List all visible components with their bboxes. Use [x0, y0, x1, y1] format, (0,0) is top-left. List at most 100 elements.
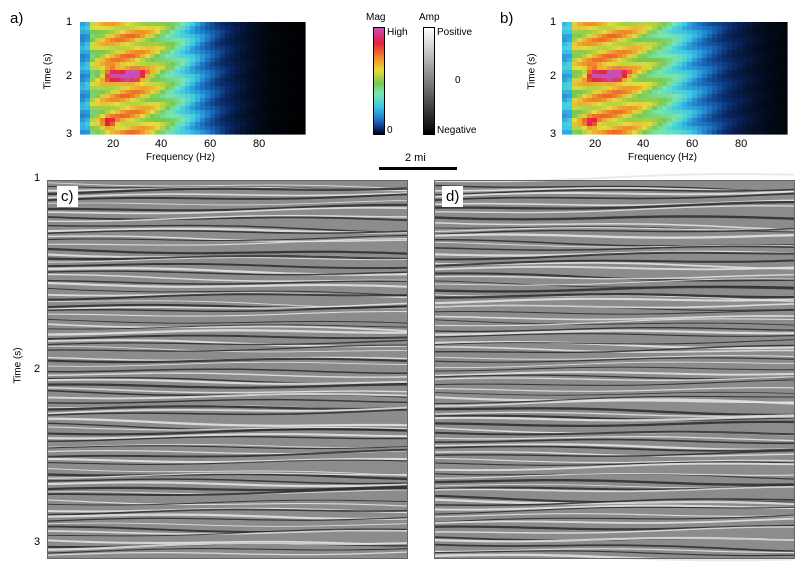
- spectrogram-cell: [737, 30, 743, 35]
- spectrogram-cell: [562, 22, 568, 27]
- spectrogram-cell: [130, 98, 136, 103]
- spectrogram-cell: [567, 42, 573, 47]
- spectrogram-cell: [205, 46, 211, 51]
- spectrogram-cell: [175, 78, 181, 83]
- spectrogram-cell: [130, 110, 136, 115]
- spectrogram-cell: [697, 114, 703, 119]
- spectrogram-cell: [577, 102, 583, 107]
- spectrogram-cell: [170, 94, 176, 99]
- spectrogram-cell: [617, 42, 623, 47]
- spectrogram-cell: [225, 22, 231, 27]
- spectrogram-cell: [290, 110, 296, 115]
- spectrogram-cell: [130, 66, 136, 71]
- spectrogram-cell: [587, 130, 593, 135]
- spectrogram-cell: [712, 106, 718, 111]
- spectrogram-cell: [290, 58, 296, 63]
- spectrogram-cell: [280, 102, 286, 107]
- spectrogram-cell: [737, 106, 743, 111]
- spectrogram-cell: [757, 58, 763, 63]
- spectrogram-cell: [80, 34, 86, 39]
- spectrogram-cell: [662, 102, 668, 107]
- spectrogram-cell: [702, 54, 708, 59]
- spectrogram-cell: [627, 122, 633, 127]
- panel-d-label: d): [442, 186, 464, 207]
- spectrogram-cell: [80, 122, 86, 127]
- spectrogram-cell: [290, 38, 296, 43]
- spectrogram-cell: [240, 118, 246, 123]
- spectrogram-cell: [140, 74, 146, 79]
- spectrogram-cell: [275, 74, 281, 79]
- spectrogram-cell: [632, 26, 638, 31]
- spectrogram-cell: [135, 58, 141, 63]
- spectrogram-cell: [622, 126, 628, 131]
- spectrogram-cell: [215, 122, 221, 127]
- spectrogram-cell: [607, 78, 613, 83]
- spectrogram-cell: [717, 82, 723, 87]
- spectrogram-cell: [587, 22, 593, 27]
- spectrogram-cell: [747, 42, 753, 47]
- seismic-reflector: [433, 498, 795, 506]
- spectrogram-cell: [652, 38, 658, 43]
- spectrogram-cell: [662, 86, 668, 91]
- seismic-reflector: [46, 279, 408, 285]
- spectrogram-cell: [120, 42, 126, 47]
- seismic-reflector: [433, 479, 795, 487]
- spectrogram-cell: [667, 126, 673, 131]
- spectrogram-cell: [762, 90, 768, 95]
- spectrogram-cell: [240, 90, 246, 95]
- spectrogram-cell: [170, 34, 176, 39]
- spectrogram-cell: [185, 58, 191, 63]
- spectrogram-cell: [235, 106, 241, 111]
- spectrogram-cell: [607, 30, 613, 35]
- spectrogram-cell: [115, 70, 121, 75]
- spectrogram-cell: [597, 86, 603, 91]
- spectrogram-cell: [727, 50, 733, 55]
- spectrogram-cell: [100, 78, 106, 83]
- spectrogram-cell: [125, 94, 131, 99]
- spectrogram-cell: [245, 26, 251, 31]
- spectrogram-cell: [697, 26, 703, 31]
- spectrogram-cell: [90, 78, 96, 83]
- spectrogram-cell: [115, 30, 121, 35]
- seismic-reflector: [46, 435, 408, 442]
- spectrogram-cell: [140, 110, 146, 115]
- spectrogram-cell: [577, 114, 583, 119]
- spectrogram-cell: [175, 38, 181, 43]
- spectrogram-cell: [230, 90, 236, 95]
- spectrogram-cell: [300, 34, 306, 39]
- spectrogram-cell: [240, 86, 246, 91]
- seismic-reflector: [46, 203, 407, 212]
- spectrogram-cell: [727, 114, 733, 119]
- spectrogram-cell: [300, 42, 306, 47]
- seismic-reflector: [433, 215, 795, 221]
- spectrogram-cell: [582, 74, 588, 79]
- spectrogram-cell: [125, 70, 131, 75]
- spectrogram-cell: [200, 90, 206, 95]
- spectrogram-cell: [597, 126, 603, 131]
- spectrogram-cell: [582, 42, 588, 47]
- spectrogram-cell: [732, 130, 738, 135]
- spectrogram-cell: [130, 74, 136, 79]
- spectrogram-cell: [240, 114, 246, 119]
- spectrogram-cell: [295, 30, 301, 35]
- spectrogram-cell: [642, 130, 648, 135]
- spectrogram-cell: [250, 106, 256, 111]
- spectrogram-cell: [662, 74, 668, 79]
- spectrogram-cell: [777, 74, 783, 79]
- spectrogram-cell: [772, 90, 778, 95]
- spectrogram-cell: [677, 130, 683, 135]
- spectrogram-cell: [707, 118, 713, 123]
- spectrogram-cell: [617, 130, 623, 135]
- spectrogram-cell: [235, 78, 241, 83]
- spectrogram-cell: [85, 30, 91, 35]
- spectrogram-cell: [170, 114, 176, 119]
- spectrogram-cell: [115, 38, 121, 43]
- seismic-reflector: [46, 214, 407, 223]
- spectrogram-cell: [200, 82, 206, 87]
- spectrogram-cell: [742, 130, 748, 135]
- spectrogram-cell: [587, 26, 593, 31]
- spectrogram-cell: [235, 86, 241, 91]
- seismic-reflector: [433, 457, 795, 464]
- spectrogram-cell: [672, 130, 678, 135]
- spectrogram-cell: [180, 66, 186, 71]
